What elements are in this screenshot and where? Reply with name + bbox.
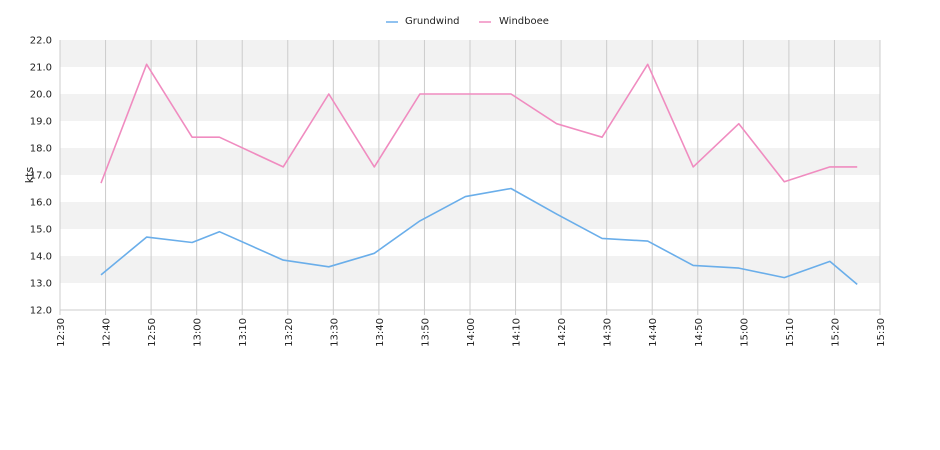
x-tick-label: 13:00 [193,318,204,347]
x-tick-label: 12:30 [56,318,67,347]
y-tick-label: 20.0 [30,90,52,101]
y-tick-label: 15.0 [30,225,52,236]
y-tick-label: 17.0 [30,171,52,182]
y-tick-label: 18.0 [30,144,52,155]
x-tick-label: 13:10 [238,318,249,347]
x-tick-label: 14:20 [557,318,568,347]
legend-label-grundwind: Grundwind [405,16,460,27]
x-tick-label: 12:40 [102,318,113,347]
y-tick-label: 22.0 [30,36,52,47]
x-tick-label: 14:30 [603,318,614,347]
x-tick-label: 13:20 [284,318,295,347]
series-lines [100,63,858,286]
x-tick-label: 14:10 [512,318,523,347]
y-tick-label: 21.0 [30,63,52,74]
y-tick-label: 14.0 [30,252,52,263]
y-axis-label: kts [23,167,36,184]
x-tick-label: 14:40 [648,318,659,347]
x-tick-label: 13:30 [329,318,340,347]
axes [59,40,880,311]
x-tick-label: 14:00 [466,318,477,347]
y-tick-label: 19.0 [30,117,52,128]
x-tick-label: 14:50 [694,318,705,347]
x-tick-label: 15:30 [876,318,887,347]
x-tick-label: 15:20 [830,318,841,347]
legend: Grundwind Windboee [386,16,549,27]
x-tick-label: 13:40 [375,318,386,347]
x-tick-label: 12:50 [147,318,158,347]
series-line-windboee [100,63,858,184]
y-tick-labels: 12.0 13.0 14.0 15.0 16.0 17.0 18.0 19.0 20.0 21.0… [30,36,52,317]
y-tick-label: 12.0 [30,306,52,317]
x-tick-labels: 12:30 12:40 12:50 13:00 13:10 13:20 13:30 13:40… [56,318,887,347]
legend-label-windboee: Windboee [499,16,549,27]
x-tick-label: 15:00 [739,318,750,347]
y-tick-label: 13.0 [30,279,52,290]
series-line-grundwind [100,187,858,286]
x-tick-label: 15:10 [785,318,796,347]
x-tick-label: 13:50 [420,318,431,347]
y-tick-label: 16.0 [30,198,52,209]
